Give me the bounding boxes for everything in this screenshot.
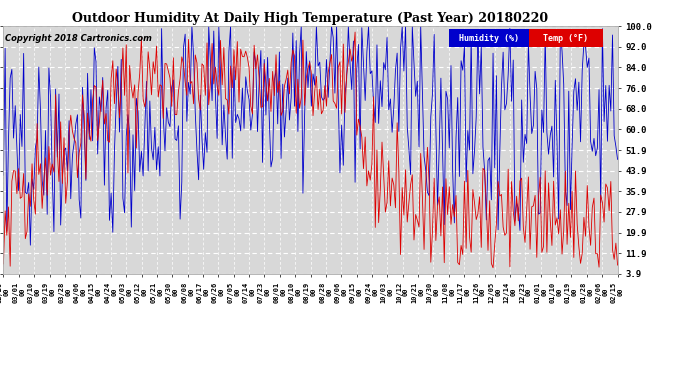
Text: Copyright 2018 Cartronics.com: Copyright 2018 Cartronics.com [5,34,152,43]
Title: Outdoor Humidity At Daily High Temperature (Past Year) 20180220: Outdoor Humidity At Daily High Temperatu… [72,12,549,25]
